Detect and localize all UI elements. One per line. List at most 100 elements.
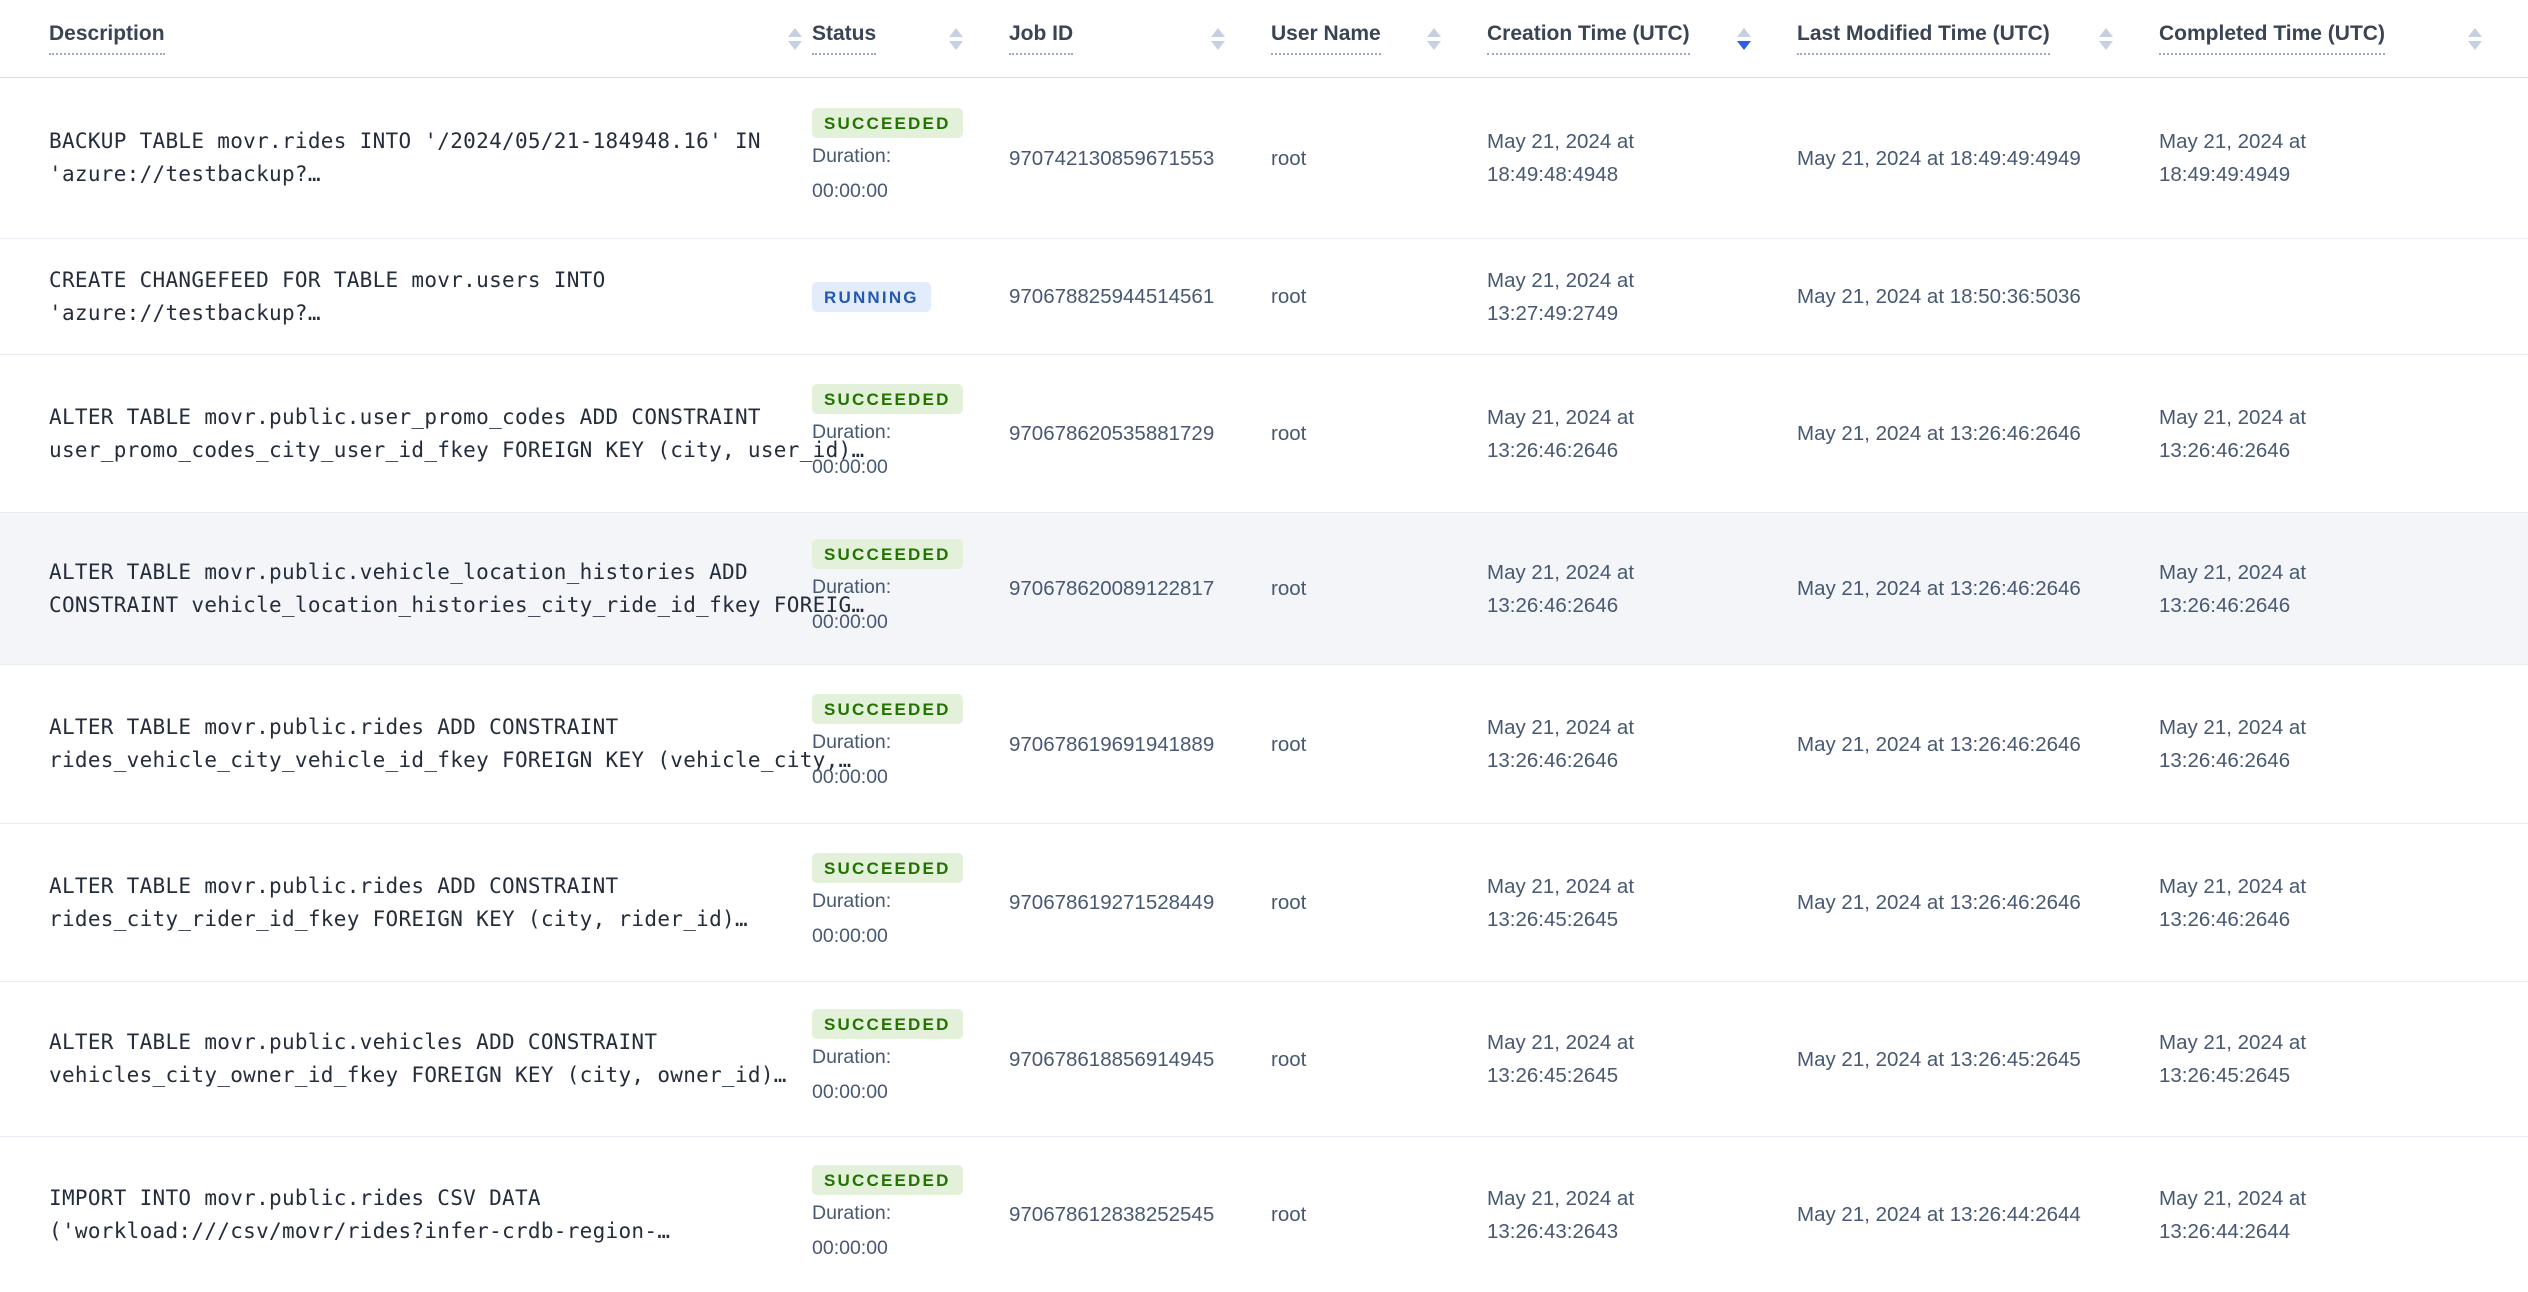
job-table-row[interactable]: CREATE CHANGEFEED FOR TABLE movr.users I… xyxy=(0,239,2528,355)
status-badge: SUCCEEDED xyxy=(812,694,963,724)
job-description-line2: rides_vehicle_city_vehicle_id_fkey FOREI… xyxy=(49,748,852,772)
job-table-row[interactable]: ALTER TABLE movr.public.user_promo_codes… xyxy=(0,355,2528,513)
job-description-cell[interactable]: ALTER TABLE movr.public.rides ADD CONSTR… xyxy=(0,824,812,981)
job-description-line2: ('workload:///csv/movr/rides?infer-crdb-… xyxy=(49,1218,671,1243)
user-name-cell: root xyxy=(1271,355,1487,512)
job-status-cell: SUCCEEDED Duration: 00:00:00 xyxy=(812,665,1009,823)
user-name-cell: root xyxy=(1271,513,1487,664)
completed-time-line2: 13:26:45:2645 xyxy=(2159,1064,2291,1087)
job-table-row[interactable]: ALTER TABLE movr.public.vehicles ADD CON… xyxy=(0,982,2528,1137)
duration-value: 00:00:00 xyxy=(812,180,888,202)
job-description-cell[interactable]: ALTER TABLE movr.public.vehicle_location… xyxy=(0,513,865,664)
creation-time-line2: 13:26:43:2643 xyxy=(1487,1219,1619,1243)
completed-time-cell: May 21, 2024 at 13:26:46:2646 xyxy=(2159,513,2528,664)
job-id: 970678612838252545 xyxy=(1009,1203,1215,1226)
sort-asc-arrow-icon xyxy=(2099,27,2113,37)
user-name: root xyxy=(1271,422,1307,445)
completed-time-line1: May 21, 2024 at xyxy=(2159,874,2307,898)
sort-asc-arrow-icon xyxy=(1737,27,1751,37)
completed-time-cell: May 21, 2024 at 13:26:45:2645 xyxy=(2159,982,2528,1136)
sort-desc-arrow-icon xyxy=(1211,40,1225,50)
job-id: 970678825944514561 xyxy=(1009,285,1215,308)
completed-time-line1: May 21, 2024 at xyxy=(2159,405,2307,429)
job-id-cell: 970742130859671553 xyxy=(1009,78,1271,238)
sort-icon[interactable] xyxy=(1211,27,1225,50)
creation-time-line2: 13:26:46:2646 xyxy=(1487,438,1619,462)
column-header-description[interactable]: Description xyxy=(0,0,812,77)
column-header-label: Description xyxy=(49,22,165,56)
job-id-cell: 970678619691941889 xyxy=(1009,665,1271,823)
job-status-cell: SUCCEEDED Duration: 00:00:00 xyxy=(812,1137,1009,1292)
status-badge: SUCCEEDED xyxy=(812,1164,963,1195)
duration-label: Duration: xyxy=(812,575,892,598)
last-modified-time-cell: May 21, 2024 at 18:50:36:5036 xyxy=(1797,239,2159,354)
job-table-row[interactable]: BACKUP TABLE movr.rides INTO '/2024/05/2… xyxy=(0,78,2528,239)
creation-time-line2: 13:26:46:2646 xyxy=(1487,593,1619,617)
column-header-user-name[interactable]: User Name xyxy=(1271,0,1487,77)
user-name-cell: root xyxy=(1271,982,1487,1136)
sort-icon[interactable] xyxy=(788,27,802,50)
user-name: root xyxy=(1271,1203,1307,1226)
job-description-cell[interactable]: ALTER TABLE movr.public.vehicles ADD CON… xyxy=(0,982,812,1136)
last-modified-time: May 21, 2024 at 13:26:46:2646 xyxy=(1797,577,2081,600)
job-table-row[interactable]: IMPORT INTO movr.public.rides CSV DATA (… xyxy=(0,1137,2528,1292)
column-header-last-modified-time-utc[interactable]: Last Modified Time (UTC) xyxy=(1797,0,2159,77)
sort-icon[interactable] xyxy=(1737,27,1751,50)
job-table-row[interactable]: ALTER TABLE movr.public.rides ADD CONSTR… xyxy=(0,665,2528,824)
sort-desc-arrow-icon xyxy=(1737,40,1751,50)
column-header-job-id[interactable]: Job ID xyxy=(1009,0,1271,77)
creation-time-line1: May 21, 2024 at xyxy=(1487,1031,1635,1054)
duration-value: 00:00:00 xyxy=(812,610,888,633)
duration-value: 00:00:00 xyxy=(812,1236,888,1259)
sort-desc-arrow-icon xyxy=(2099,40,2113,50)
job-table-row[interactable]: ALTER TABLE movr.public.vehicle_location… xyxy=(0,513,2528,665)
job-status-cell: RUNNING xyxy=(812,239,1009,354)
job-description-line2: 'azure://testbackup?… xyxy=(49,300,321,325)
sort-icon[interactable] xyxy=(949,27,963,50)
creation-time-line2: 18:49:48:4948 xyxy=(1487,163,1619,186)
job-description-cell[interactable]: BACKUP TABLE movr.rides INTO '/2024/05/2… xyxy=(0,78,812,238)
user-name-cell: root xyxy=(1271,78,1487,238)
sort-icon[interactable] xyxy=(2099,27,2113,50)
job-id: 970678620535881729 xyxy=(1009,422,1215,445)
completed-time-cell: May 21, 2024 at 13:26:46:2646 xyxy=(2159,355,2528,512)
job-status-cell: SUCCEEDED Duration: 00:00:00 xyxy=(812,513,1009,664)
status-badge: SUCCEEDED xyxy=(812,538,963,569)
job-description-line1: CREATE CHANGEFEED FOR TABLE movr.users I… xyxy=(49,267,606,292)
duration-value: 00:00:00 xyxy=(812,455,888,478)
last-modified-time: May 21, 2024 at 13:26:46:2646 xyxy=(1797,732,2081,756)
user-name-cell: root xyxy=(1271,1137,1487,1292)
job-table-row[interactable]: ALTER TABLE movr.public.rides ADD CONSTR… xyxy=(0,824,2528,982)
sort-asc-arrow-icon xyxy=(949,27,963,37)
job-description-cell[interactable]: CREATE CHANGEFEED FOR TABLE movr.users I… xyxy=(0,239,812,354)
job-status-cell: SUCCEEDED Duration: 00:00:00 xyxy=(812,824,1009,981)
user-name: root xyxy=(1271,577,1307,600)
sort-icon[interactable] xyxy=(2468,27,2482,50)
user-name-cell: root xyxy=(1271,239,1487,354)
sort-asc-arrow-icon xyxy=(1211,27,1225,37)
creation-time-cell: May 21, 2024 at 13:27:49:2749 xyxy=(1487,239,1797,354)
column-header-status[interactable]: Status xyxy=(812,0,1009,77)
completed-time-line1: May 21, 2024 at xyxy=(2159,1186,2307,1210)
column-header-creation-time-utc[interactable]: Creation Time (UTC) xyxy=(1487,0,1797,77)
column-header-completed-time-utc[interactable]: Completed Time (UTC) xyxy=(2159,0,2528,77)
job-description-cell[interactable]: ALTER TABLE movr.public.rides ADD CONSTR… xyxy=(0,665,852,823)
creation-time-line1: May 21, 2024 at xyxy=(1487,130,1635,153)
job-description-cell[interactable]: ALTER TABLE movr.public.user_promo_codes… xyxy=(0,355,864,512)
user-name-cell: root xyxy=(1271,824,1487,981)
job-description-cell[interactable]: IMPORT INTO movr.public.rides CSV DATA (… xyxy=(0,1137,812,1292)
creation-time-line2: 13:26:45:2645 xyxy=(1487,1064,1619,1087)
completed-time-line1: May 21, 2024 at xyxy=(2159,1031,2307,1054)
last-modified-time-cell: May 21, 2024 at 13:26:46:2646 xyxy=(1797,513,2159,664)
job-description-line1: ALTER TABLE movr.public.rides ADD CONSTR… xyxy=(49,873,619,898)
job-description-line2: CONSTRAINT vehicle_location_histories_ci… xyxy=(49,592,865,617)
status-badge: SUCCEEDED xyxy=(812,383,963,414)
last-modified-time-cell: May 21, 2024 at 13:26:46:2646 xyxy=(1797,665,2159,823)
last-modified-time: May 21, 2024 at 13:26:46:2646 xyxy=(1797,891,2081,914)
job-id: 970742130859671553 xyxy=(1009,146,1215,170)
column-header-label: Status xyxy=(812,22,877,56)
sort-icon[interactable] xyxy=(1427,27,1441,50)
creation-time-cell: May 21, 2024 at 18:49:48:4948 xyxy=(1487,78,1797,238)
user-name: root xyxy=(1271,146,1307,170)
